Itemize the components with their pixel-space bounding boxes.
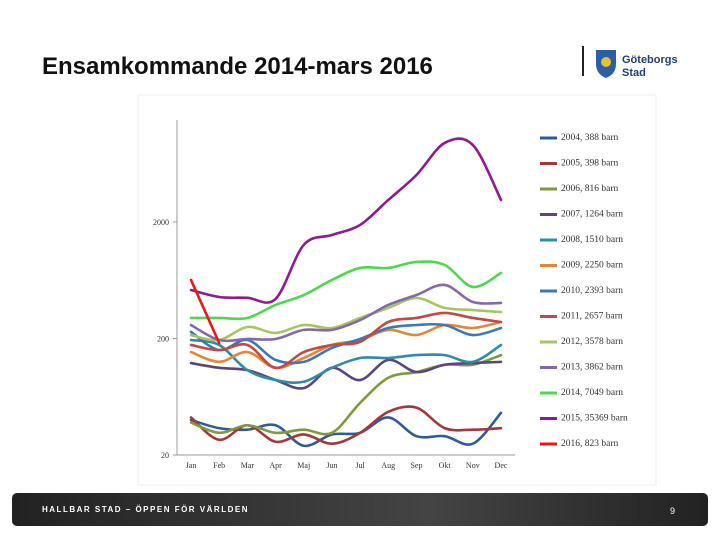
x-tick-label: Mar [241,461,255,470]
legend-label: 2005, 398 barn [561,159,619,169]
y-tick-label: 200 [157,334,169,343]
series-line [189,283,503,343]
x-tick-label: Jan [186,461,197,470]
legend-label: 2013, 3862 barn [561,363,623,373]
legend-label: 2011, 2657 barn [561,312,623,322]
legend-label: 2015, 35369 barn [561,414,628,424]
footer-band [12,493,708,526]
legend-label: 2014, 7049 barn [561,388,623,398]
legend-label: 2012, 3578 barn [561,337,623,347]
series-line [189,260,503,321]
legend-label: 2016, 823 barn [561,439,619,449]
footer-text: HALLBAR STAD – ÖPPEN FÖR VÄRLDEN [42,505,249,514]
page-number: 9 [670,506,675,516]
series-line [189,296,503,342]
x-tick-label: Jul [355,461,365,470]
logo-text: Göteborgs [622,54,678,66]
x-tick-label: Nov [466,461,480,470]
chart: 20 200 2000 Jan Feb Mar Apr Maj Jun Jul Aug Sep Okt N… [153,120,628,470]
x-tick-label: Aug [381,461,395,470]
y-tick-label: 20 [161,451,169,460]
legend-label: 2006, 816 barn [561,184,619,194]
series-line [189,311,503,370]
series-line [189,137,503,304]
legend-label: 2009, 2250 barn [561,261,623,271]
x-tick-label: Feb [213,461,225,470]
series-line [189,278,221,345]
slide-title: Ensamkommande 2014-mars 2016 [42,53,433,80]
x-tick-label: Dec [495,461,508,470]
y-tick-label: 2000 [153,218,169,227]
series-line [189,338,503,384]
x-tick-label: Sep [410,461,422,470]
legend-label: 2004, 388 barn [561,133,619,143]
series-line [189,411,503,448]
legend-label: 2008, 1510 barn [561,235,623,245]
legend-label: 2010, 2393 barn [561,286,623,296]
x-tick-label: Okt [439,461,452,470]
x-tick-label: Jun [326,461,337,470]
legend-label: 2007, 1264 barn [561,210,623,220]
x-tick-label: Maj [297,461,310,470]
x-tick-label: Apr [269,461,282,470]
logo-text: Stad [622,67,646,79]
logo-lion [601,57,611,67]
